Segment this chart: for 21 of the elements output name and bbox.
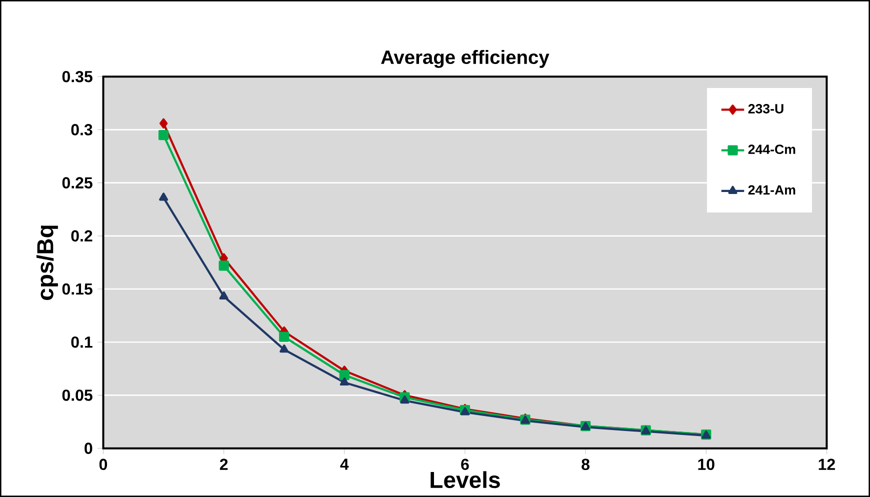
x-tick-label: 12: [818, 458, 835, 470]
y-tick-label: 0.35: [62, 70, 92, 82]
y-tick-label: 0: [84, 442, 92, 454]
y-tick-label: 0.25: [62, 177, 92, 188]
chart-title: Average efficiency: [381, 50, 550, 68]
y-tick-label: 0.05: [62, 390, 92, 401]
legend-label: 244-Cm: [748, 144, 796, 154]
x-axis-title: Levels: [430, 471, 500, 488]
legend-label: 241-Am: [748, 185, 796, 195]
y-tick-label: 0.15: [62, 283, 92, 295]
x-tick-label: 8: [582, 458, 590, 470]
y-tick-label: 0.1: [71, 336, 92, 348]
y-axis-title: cps/Bq: [36, 226, 58, 300]
y-tick-label: 0.2: [71, 230, 92, 242]
y-tick-label: 0.3: [71, 124, 92, 136]
x-tick-label: 6: [461, 458, 469, 470]
x-tick-label: 4: [340, 458, 349, 470]
x-tick-label: 10: [698, 458, 714, 470]
x-tick-label: 0: [99, 458, 108, 470]
legend-label: 233-U: [748, 104, 784, 114]
x-tick-label: 2: [220, 458, 228, 470]
